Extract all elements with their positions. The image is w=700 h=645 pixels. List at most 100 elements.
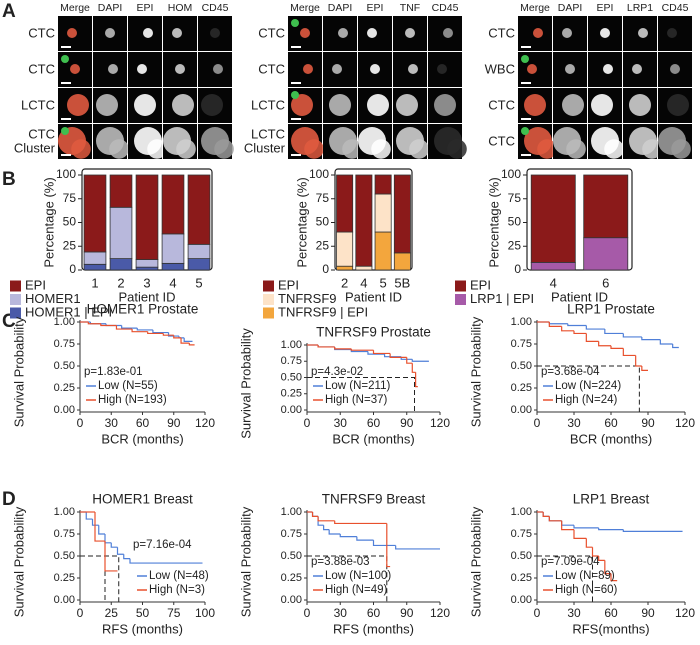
panel-letter: B <box>2 169 16 190</box>
survival-step <box>585 325 605 330</box>
x-tick-label: 120 <box>195 416 215 430</box>
survival-step <box>386 523 391 568</box>
median-line <box>80 555 106 602</box>
x-axis-label: BCR (months) <box>101 431 183 446</box>
survival-step <box>548 516 562 522</box>
channel-label: CD45 <box>432 2 459 14</box>
survival-step <box>129 558 143 564</box>
cell-blob <box>134 94 156 116</box>
survival-step <box>323 525 330 531</box>
cell-blob <box>562 94 584 116</box>
legend-label: Low (N=89) <box>555 570 615 582</box>
row-label: LCTC <box>251 97 285 112</box>
survival-step <box>622 333 642 338</box>
channel-label: CD45 <box>662 2 689 14</box>
legend-label: High (N=60) <box>555 584 617 596</box>
survival-step <box>406 357 413 364</box>
survival-step <box>152 329 169 334</box>
survival-step <box>372 540 396 547</box>
x-tick-label: 0 <box>77 606 84 620</box>
cell-blob <box>338 28 348 38</box>
x-tick-label: 50 <box>136 606 150 620</box>
row-label: CTC <box>28 126 55 141</box>
x-tick-label: 0 <box>534 606 541 620</box>
x-axis-label: RFS (months) <box>333 621 414 636</box>
y-axis-label: Survival Probability <box>238 328 253 439</box>
legend-label: Low (N=100) <box>325 570 391 582</box>
y-tick-label: 100 <box>56 167 76 181</box>
x-tick-label: 90 <box>641 416 655 430</box>
survival-step <box>567 323 587 327</box>
y-tick-label: 0.25 <box>511 572 532 584</box>
x-tick-label: 120 <box>675 606 695 620</box>
survival-step <box>561 326 574 332</box>
y-tick-label: 0.25 <box>511 382 532 394</box>
channel-label: TNF <box>400 2 420 14</box>
bar-segment <box>583 174 629 239</box>
survival-step <box>542 512 550 517</box>
x-tick-label: 4 <box>169 275 176 290</box>
survival-step <box>147 331 164 335</box>
row-label: LCTC <box>251 126 285 141</box>
bar-segment <box>530 174 576 263</box>
bar-segment <box>109 206 133 260</box>
y-tick-label: 0.75 <box>54 338 75 350</box>
y-tick-label: 0.75 <box>281 528 302 540</box>
bar-segment <box>161 262 185 271</box>
x-tick-label: 30 <box>334 416 348 430</box>
y-axis-label: Survival Probability <box>468 506 483 617</box>
y-tick-label: 100 <box>309 167 329 181</box>
x-tick-label: 5B <box>394 275 410 290</box>
row-label: CTC <box>28 25 55 40</box>
x-tick-label: 6 <box>602 275 609 290</box>
y-tick-label: 0.25 <box>281 388 302 400</box>
bar-segment <box>355 265 373 271</box>
legend-swatch <box>263 307 274 319</box>
cell-blob <box>303 64 313 74</box>
survival-step <box>334 520 387 525</box>
p-value: p=7.16e-04 <box>133 539 192 551</box>
cell-blob <box>304 139 324 159</box>
cell-blob <box>524 94 546 116</box>
survival-step <box>542 512 550 517</box>
y-axis-label: Percentage (%) <box>294 177 309 267</box>
legend-label: HOMER1 <box>25 291 81 306</box>
survival-step <box>136 328 153 331</box>
cell-blob <box>521 127 529 135</box>
survival-step <box>598 527 624 531</box>
y-tick-label: 75 <box>63 191 77 205</box>
legend-label: High (N=3) <box>149 584 205 596</box>
survival-step <box>100 323 117 327</box>
median-line <box>537 365 640 412</box>
cell-blob <box>437 64 447 74</box>
cell-blob <box>147 139 167 159</box>
bar-segment <box>336 231 354 267</box>
survival-step <box>389 353 407 358</box>
cell-blob <box>143 28 153 38</box>
survival-step <box>585 333 599 342</box>
channel-label: EPI <box>137 2 154 14</box>
x-tick-label: 2 <box>341 275 348 290</box>
legend-swatch <box>10 294 21 305</box>
cell-blob <box>443 28 453 38</box>
bar-segment <box>135 259 159 268</box>
panel-letter: D <box>2 489 16 510</box>
y-tick-label: 0.00 <box>54 404 75 416</box>
cell-blob <box>367 94 389 116</box>
cell-blob <box>533 28 543 38</box>
row-label: CTC <box>258 61 285 76</box>
bar-segment <box>530 261 576 271</box>
legend-label: Low (N=224) <box>555 380 621 392</box>
survival-step <box>367 351 385 355</box>
bar-segment <box>393 174 411 254</box>
bar-segment <box>583 237 629 271</box>
y-tick-label: 0 <box>69 262 76 276</box>
row-label: Cluster <box>14 140 56 155</box>
cell-blob <box>291 91 299 99</box>
x-tick-label: 0 <box>77 416 84 430</box>
channel-label: DAPI <box>328 2 353 14</box>
y-tick-label: 0.75 <box>281 355 302 367</box>
plot-frame <box>334 168 413 271</box>
cell-blob <box>434 94 456 116</box>
cell-blob <box>667 28 677 38</box>
